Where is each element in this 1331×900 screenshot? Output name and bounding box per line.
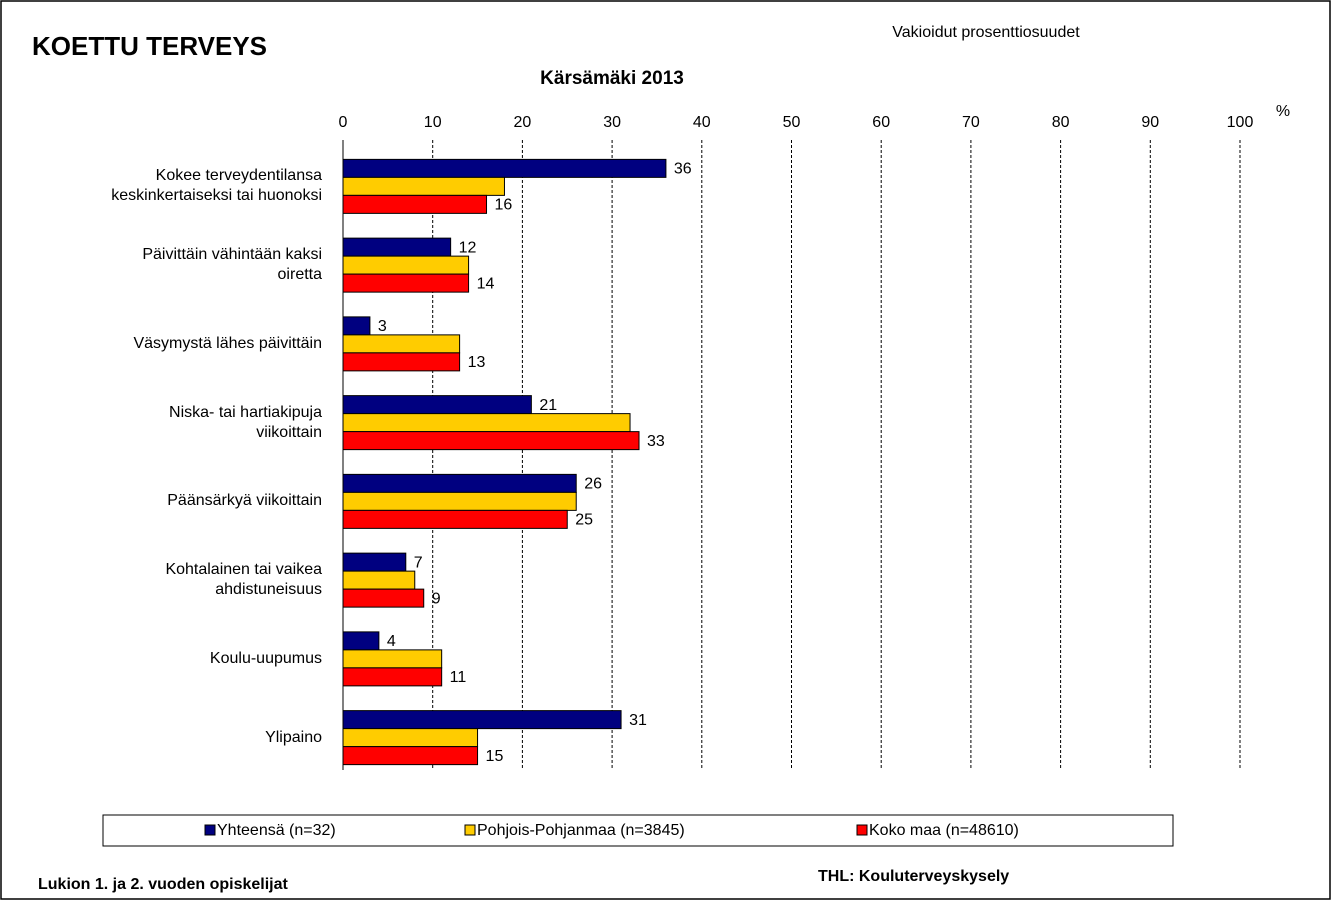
bar xyxy=(342,273,470,293)
data-label: 4 xyxy=(387,633,396,650)
data-label: 7 xyxy=(414,554,423,571)
data-label: 26 xyxy=(584,476,602,493)
bar xyxy=(342,395,532,415)
y-tick-label: Väsymystä lähes päivittäin xyxy=(133,334,322,352)
legend-label: Pohjois-Pohjanmaa (n=3845) xyxy=(477,822,685,839)
bar xyxy=(342,509,568,529)
x-tick-label: 20 xyxy=(514,114,532,131)
bar xyxy=(342,158,667,178)
bar xyxy=(342,413,631,433)
y-tick-label: Koulu-uupumus xyxy=(209,649,322,667)
y-tick-label: Päänsärkyä viikoittain xyxy=(167,492,322,510)
bar xyxy=(342,667,443,687)
y-tick-label: Kohtalainen tai vaikea ahdistuneisuus xyxy=(165,561,322,599)
bar xyxy=(342,710,622,730)
footer-right: THL: Kouluterveyskysely xyxy=(818,868,1009,885)
data-label: 36 xyxy=(674,161,692,178)
y-tick-label: Niska- tai hartiakipuja viikoittain xyxy=(169,403,322,441)
bar xyxy=(342,431,640,451)
x-tick-label: 50 xyxy=(783,114,801,131)
legend-box xyxy=(102,814,1174,847)
legend-swatch xyxy=(464,824,476,836)
legend-swatch xyxy=(856,824,868,836)
bar xyxy=(342,176,505,196)
data-label: 12 xyxy=(459,239,477,256)
x-tick-label: 100 xyxy=(1227,114,1254,131)
footer-left: Lukion 1. ja 2. vuoden opiskelijat xyxy=(38,876,289,893)
y-tick-label: Päivittäin vähintään kaksi oiretta xyxy=(142,246,322,284)
bar xyxy=(342,570,416,590)
legend-swatch xyxy=(204,824,216,836)
bar xyxy=(342,728,479,748)
data-label: 21 xyxy=(539,397,557,414)
bar xyxy=(342,237,452,257)
x-tick-label: 80 xyxy=(1052,114,1070,131)
x-tick-label: 30 xyxy=(603,114,621,131)
y-tick-label: Ylipaino xyxy=(265,728,322,746)
x-tick-label: 40 xyxy=(693,114,711,131)
data-label: 15 xyxy=(486,748,504,765)
x-tick-label: 90 xyxy=(1141,114,1159,131)
data-label: 3 xyxy=(378,318,387,335)
bar xyxy=(342,588,425,608)
data-label: 11 xyxy=(450,669,467,686)
legend-label: Koko maa (n=48610) xyxy=(869,822,1019,839)
data-label: 25 xyxy=(575,512,593,529)
x-tick-label: 60 xyxy=(872,114,890,131)
bar xyxy=(342,194,488,214)
bar xyxy=(342,316,371,336)
bar xyxy=(342,491,577,511)
chart-title: KOETTU TERVEYS xyxy=(32,31,267,61)
unit-label: % xyxy=(1276,103,1290,120)
bar xyxy=(342,334,461,354)
legend-label: Yhteensä (n=32) xyxy=(217,822,336,839)
data-label: 31 xyxy=(629,712,647,729)
x-tick-label: 0 xyxy=(339,114,348,131)
bar xyxy=(342,746,479,766)
x-tick-label: 70 xyxy=(962,114,980,131)
data-label: 16 xyxy=(495,197,513,214)
bar xyxy=(342,552,407,572)
bar xyxy=(342,649,443,669)
data-label: 14 xyxy=(477,275,495,292)
data-label: 9 xyxy=(432,590,441,607)
note: Vakioidut prosenttiosuudet xyxy=(892,24,1080,41)
bar xyxy=(342,352,461,372)
bar xyxy=(342,255,470,275)
data-label: 33 xyxy=(647,433,665,450)
y-tick-label: Kokee terveydentilansa keskinkertaiseksi… xyxy=(111,167,322,205)
bar xyxy=(342,473,577,493)
data-label: 13 xyxy=(468,354,486,371)
x-tick-label: 10 xyxy=(424,114,442,131)
bar xyxy=(342,631,380,651)
chart-subtitle: Kärsämäki 2013 xyxy=(540,68,684,89)
